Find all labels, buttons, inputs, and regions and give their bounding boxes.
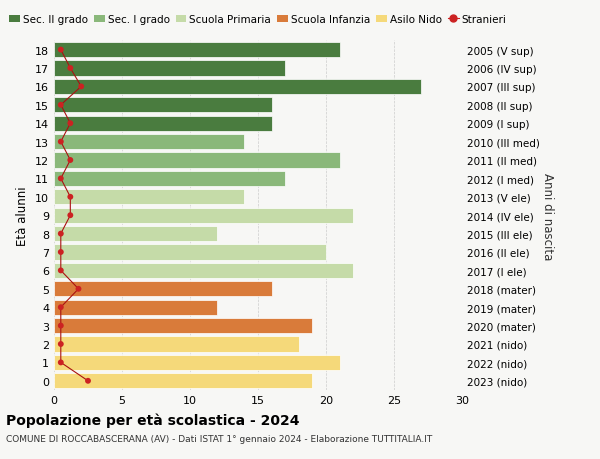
Bar	[54, 80, 421, 95]
Text: Popolazione per età scolastica - 2024: Popolazione per età scolastica - 2024	[6, 413, 299, 428]
Y-axis label: Età alunni: Età alunni	[16, 186, 29, 246]
Point	[83, 377, 93, 385]
Point	[56, 47, 65, 54]
Bar	[54, 98, 272, 113]
Bar	[54, 374, 313, 388]
Bar	[54, 337, 299, 352]
Point	[56, 322, 65, 330]
Point	[65, 65, 75, 73]
Point	[56, 175, 65, 183]
Point	[56, 304, 65, 311]
Bar	[54, 190, 244, 205]
Bar	[54, 319, 313, 333]
Bar	[54, 43, 340, 58]
Bar	[54, 117, 272, 131]
Legend: Sec. II grado, Sec. I grado, Scuola Primaria, Scuola Infanzia, Asilo Nido, Stran: Sec. II grado, Sec. I grado, Scuola Prim…	[5, 11, 511, 29]
Point	[56, 249, 65, 256]
Bar	[54, 172, 285, 186]
Y-axis label: Anni di nascita: Anni di nascita	[541, 172, 554, 259]
Bar	[54, 135, 244, 150]
Bar	[54, 227, 217, 241]
Point	[74, 285, 83, 293]
Point	[56, 359, 65, 366]
Bar	[54, 355, 340, 370]
Point	[65, 194, 75, 201]
Bar	[54, 282, 272, 297]
Bar	[54, 263, 353, 278]
Point	[56, 267, 65, 274]
Bar	[54, 300, 217, 315]
Bar	[54, 62, 285, 76]
Bar	[54, 153, 340, 168]
Point	[65, 157, 75, 164]
Point	[56, 230, 65, 238]
Point	[65, 120, 75, 128]
Point	[65, 212, 75, 219]
Bar	[54, 208, 353, 223]
Point	[76, 84, 86, 91]
Text: COMUNE DI ROCCABASCERANA (AV) - Dati ISTAT 1° gennaio 2024 - Elaborazione TUTTIT: COMUNE DI ROCCABASCERANA (AV) - Dati IST…	[6, 434, 432, 443]
Point	[56, 139, 65, 146]
Point	[56, 341, 65, 348]
Point	[56, 102, 65, 109]
Bar	[54, 245, 326, 260]
